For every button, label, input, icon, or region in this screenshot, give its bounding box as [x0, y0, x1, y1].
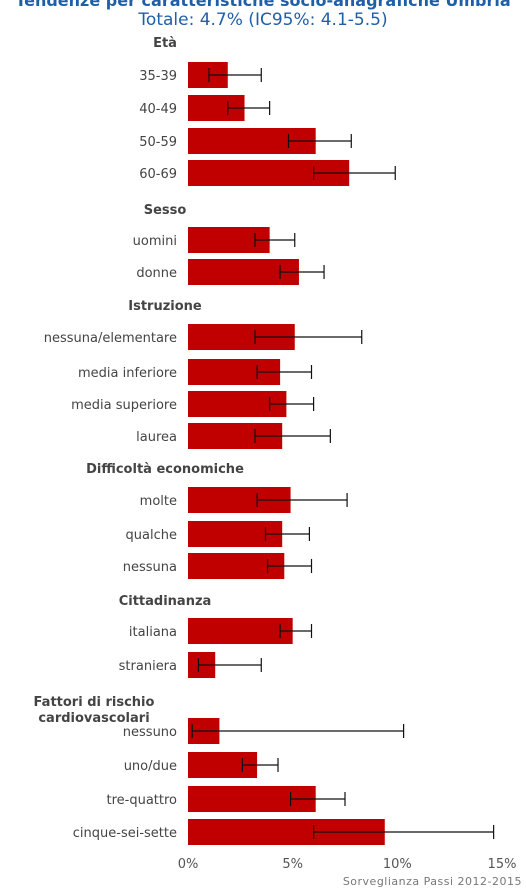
- x-tick-label: 10%: [383, 857, 412, 872]
- category-label: straniera: [119, 659, 177, 674]
- group-header: Cittadinanza: [119, 594, 212, 609]
- category-label: laurea: [136, 430, 177, 445]
- group-header: Sesso: [144, 203, 187, 218]
- category-label: uno/due: [124, 759, 177, 774]
- category-label: tre-quattro: [106, 793, 177, 808]
- category-label: 35-39: [139, 69, 177, 84]
- x-tick-label: 0%: [178, 857, 199, 872]
- x-tick-label: 5%: [282, 857, 303, 872]
- category-label: uomini: [133, 234, 177, 249]
- group-header: Fattori di rischio cardiovascolari: [34, 695, 155, 726]
- group-header: Età: [153, 36, 177, 51]
- chart-title: Tendenze per caratteristiche socio-anagr…: [15, 0, 511, 10]
- bar: [188, 618, 293, 644]
- x-tick-label: 15%: [488, 857, 517, 872]
- category-label: 40-49: [139, 102, 177, 117]
- category-label: italiana: [129, 625, 177, 640]
- category-label: qualche: [126, 528, 177, 543]
- category-label: 50-59: [139, 135, 177, 150]
- category-label: molte: [140, 494, 177, 509]
- category-label: donne: [136, 266, 177, 281]
- category-label: cinque-sei-sette: [73, 826, 177, 841]
- category-label: nessuno: [123, 725, 177, 740]
- category-label: media inferiore: [78, 366, 177, 381]
- category-label: nessuna: [123, 560, 177, 575]
- category-label: media superiore: [71, 398, 177, 413]
- group-header: Istruzione: [128, 299, 202, 314]
- group-header: Difficoltà economiche: [86, 462, 244, 477]
- category-label: nessuna/elementare: [44, 331, 177, 346]
- chart-subtitle: Totale: 4.7% (IC95%: 4.1-5.5): [138, 10, 388, 30]
- category-label: 60-69: [139, 167, 177, 182]
- source-credit: Sorveglianza Passi 2012-2015: [342, 875, 522, 888]
